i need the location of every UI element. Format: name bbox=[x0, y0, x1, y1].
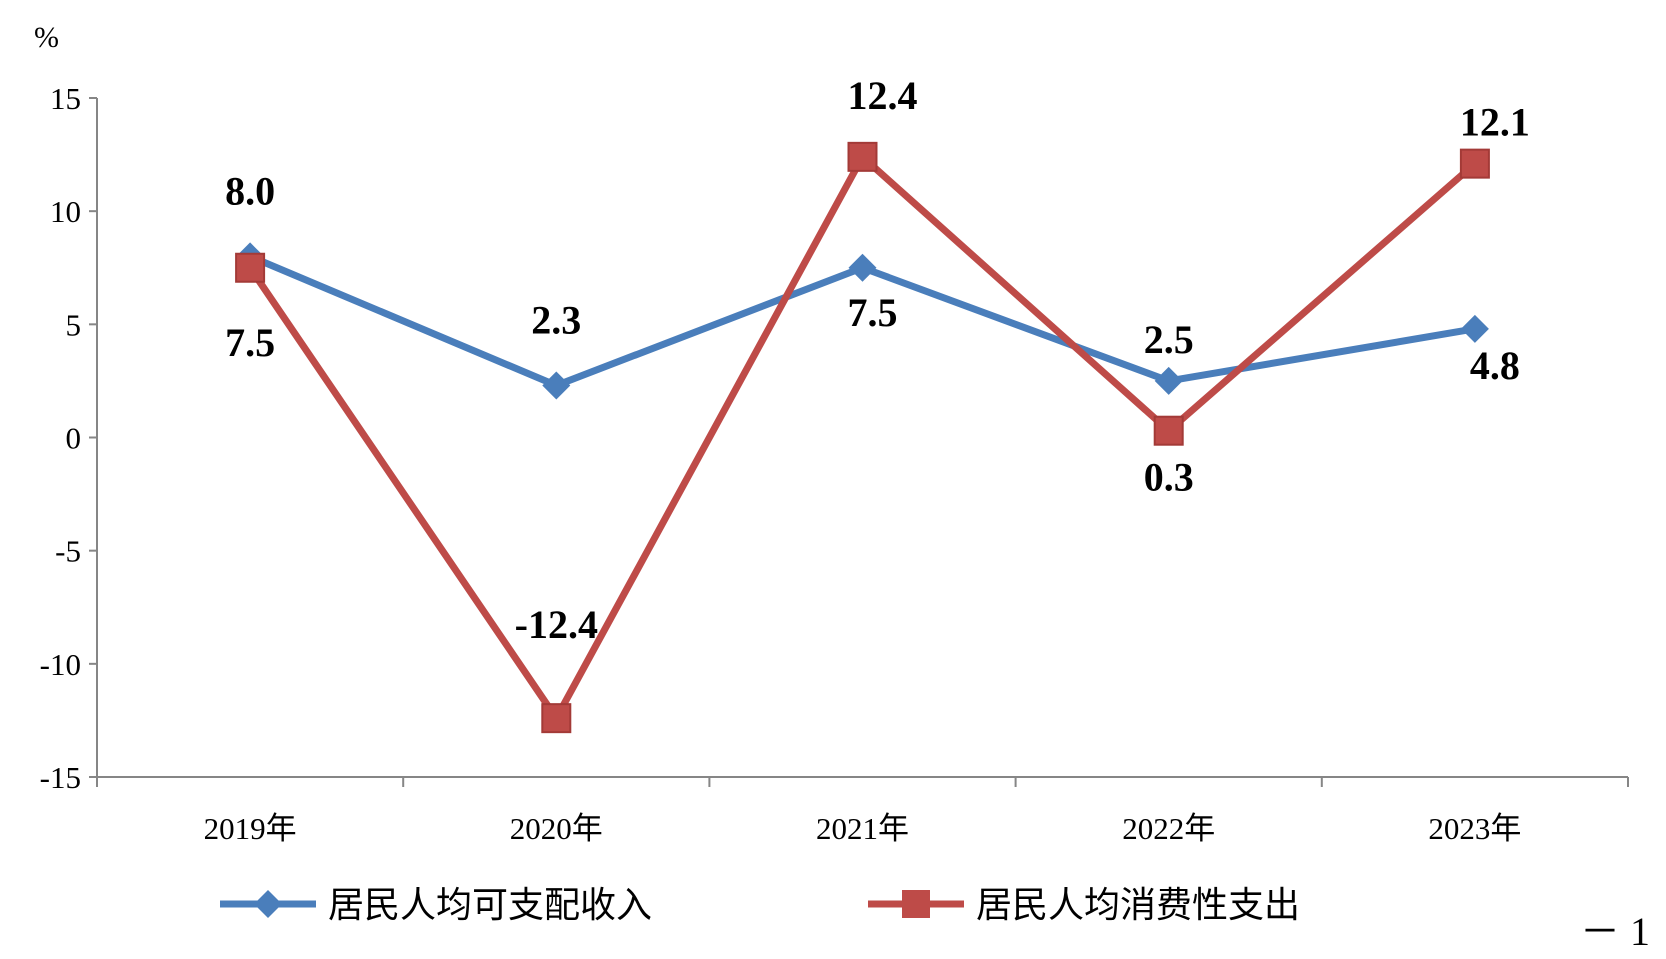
y-tick-label: 15 bbox=[50, 81, 81, 116]
y-tick-label: -15 bbox=[40, 760, 81, 795]
data-label: 8.0 bbox=[225, 168, 275, 213]
data-point bbox=[1153, 415, 1184, 446]
chart-axes bbox=[96, 98, 1628, 778]
y-tick-label: 10 bbox=[50, 194, 81, 229]
x-tick-label: 2022年 bbox=[1122, 811, 1215, 846]
y-axis-ticks: 15 10 5 0 -5 -10 -15 bbox=[40, 81, 97, 795]
data-point bbox=[235, 252, 266, 283]
data-label: 2.5 bbox=[1144, 317, 1194, 362]
data-label: -12.4 bbox=[515, 602, 598, 647]
x-tick-label: 2020年 bbox=[510, 811, 603, 846]
y-tick-label: -10 bbox=[40, 647, 81, 682]
legend-marker bbox=[254, 890, 282, 918]
data-point bbox=[847, 141, 878, 172]
y-tick-label: 0 bbox=[66, 421, 82, 456]
legend-label: 居民人均可支配收入 bbox=[328, 885, 652, 926]
series-line bbox=[247, 153, 1478, 722]
data-label: 2.3 bbox=[531, 297, 581, 342]
x-tick-label: 2023年 bbox=[1428, 811, 1521, 846]
data-point bbox=[1460, 314, 1489, 343]
data-label: 7.5 bbox=[848, 290, 898, 335]
legend: 居民人均可支配收入 居民人均消费性支出 bbox=[220, 885, 1300, 926]
x-tick-label: 2019年 bbox=[204, 811, 297, 846]
data-point bbox=[541, 703, 572, 734]
data-label: 12.4 bbox=[848, 73, 918, 118]
legend-item-2: 居民人均消费性支出 bbox=[868, 885, 1300, 926]
legend-marker bbox=[902, 890, 930, 918]
data-point bbox=[1154, 366, 1183, 395]
series-2 bbox=[235, 141, 1490, 734]
data-label: 4.8 bbox=[1470, 343, 1520, 388]
legend-item-1: 居民人均可支配收入 bbox=[220, 885, 652, 926]
data-point bbox=[848, 253, 877, 282]
y-tick-label: -5 bbox=[55, 534, 81, 569]
series-layer bbox=[235, 141, 1490, 734]
data-point bbox=[1459, 148, 1490, 179]
page-number-mark: － 1 bbox=[1580, 909, 1650, 954]
data-point bbox=[542, 371, 571, 400]
legend-label: 居民人均消费性支出 bbox=[976, 885, 1300, 926]
data-label: 0.3 bbox=[1144, 455, 1194, 500]
data-label: 12.1 bbox=[1460, 100, 1530, 145]
data-labels-layer: 8.0 2.3 7.5 2.5 4.8 7.5 -12.4 12.4 0.3 12.1 bbox=[225, 73, 1530, 647]
x-axis-ticks: 2019年 2020年 2021年 2022年 2023年 bbox=[96, 777, 1629, 846]
y-tick-label: 5 bbox=[66, 307, 82, 342]
data-label: 7.5 bbox=[225, 320, 275, 365]
y-axis-unit: % bbox=[34, 21, 59, 54]
x-tick-label: 2021年 bbox=[816, 811, 909, 846]
